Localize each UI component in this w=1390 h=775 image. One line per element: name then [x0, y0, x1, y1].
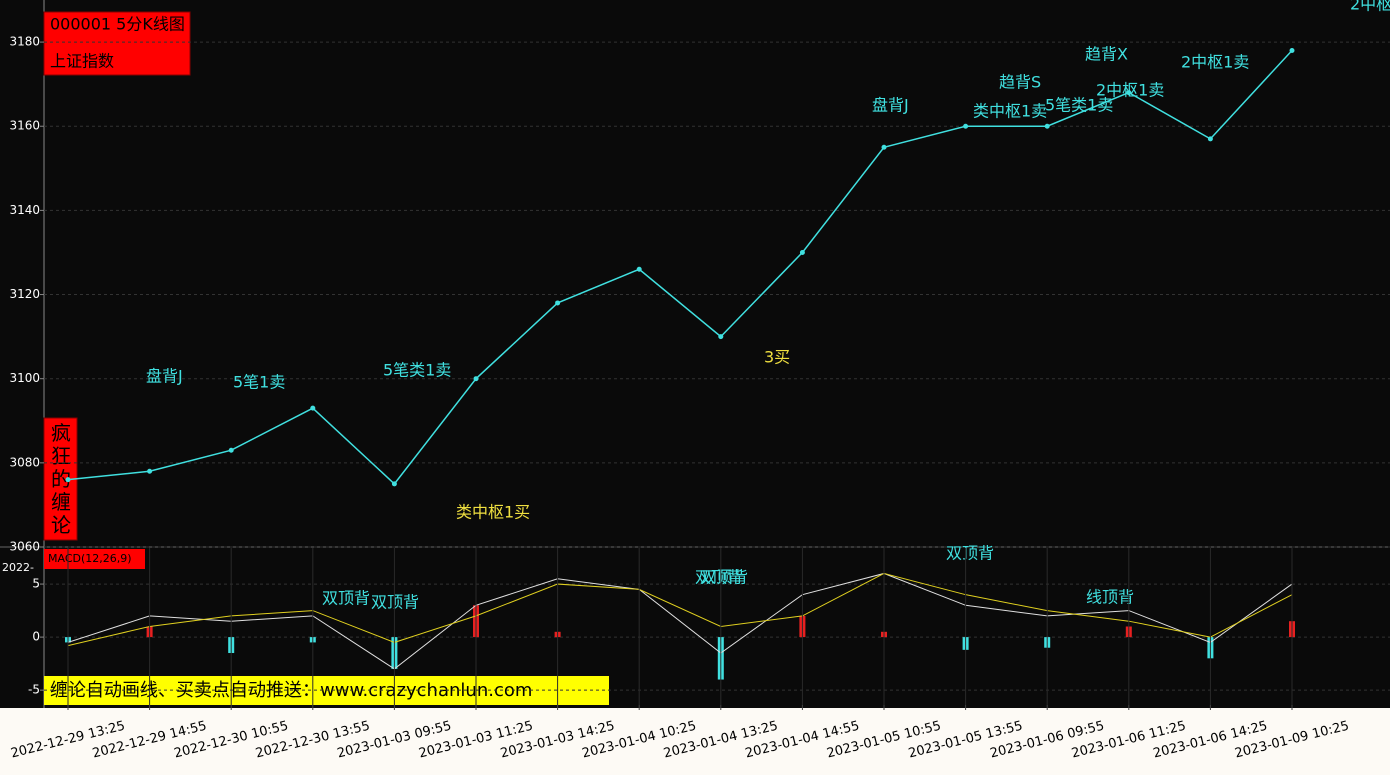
title-box — [43, 11, 191, 76]
annotation: 类中枢1卖 — [973, 102, 1047, 121]
y-tick-label: 0 — [32, 630, 40, 644]
brand: 疯狂的缠论 — [51, 421, 71, 537]
price-point — [310, 405, 316, 411]
axis-background — [0, 708, 1390, 775]
price-point — [1126, 90, 1132, 96]
annotation: 5笔1卖 — [233, 373, 285, 392]
price-point — [1044, 123, 1050, 129]
price-point — [65, 477, 71, 483]
y-tick-label: 5 — [32, 577, 40, 591]
price-line — [67, 49, 1293, 485]
y-tick-label: 3080 — [9, 455, 40, 469]
date-fragment: 2022- — [2, 561, 34, 574]
price-point — [1289, 47, 1295, 53]
macd-title: MACD(12,26,9) — [48, 552, 132, 565]
annotation: 3买 — [764, 348, 790, 367]
price-point — [636, 266, 642, 272]
price-point — [473, 376, 479, 382]
price-point — [881, 144, 887, 150]
macd-line — [67, 572, 1293, 647]
annotation: 2中枢1卖 — [1350, 0, 1390, 14]
y-tick-label: 3180 — [9, 35, 40, 49]
y-tick-label: -5 — [28, 683, 40, 697]
chart-title: 000001 5分K线图 — [50, 15, 185, 34]
price-point — [718, 334, 724, 340]
price-point — [555, 300, 561, 306]
chart-background — [0, 0, 1390, 708]
chart-subtitle: 上证指数 — [50, 52, 114, 71]
annotation: 类中枢1买 — [456, 503, 530, 522]
y-tick-label: 3140 — [9, 203, 40, 217]
annotation: 双顶背 — [695, 568, 743, 587]
annotation: 双顶背 — [700, 568, 748, 587]
annotation: 2中枢1卖 — [1096, 81, 1164, 100]
y-tick-label: 3100 — [9, 371, 40, 385]
annotation: 5笔类1卖 — [383, 361, 451, 380]
price-point — [799, 249, 805, 255]
price-point — [147, 468, 153, 474]
price-point — [1207, 136, 1213, 142]
y-tick-label: 3160 — [9, 119, 40, 133]
annotation: 趋背S — [999, 73, 1041, 92]
annotation: 双顶背 — [322, 589, 370, 608]
annotation: 双顶背 — [946, 544, 994, 563]
annotation: 线顶背 — [1086, 588, 1134, 607]
y-tick-label: 3060 — [9, 540, 40, 554]
annotation: 盘背J — [872, 96, 909, 115]
macd-title-box — [44, 549, 145, 569]
annotation: 双顶背 — [371, 593, 419, 612]
price-point — [963, 123, 969, 129]
annotation: 趋背X — [1085, 45, 1128, 64]
annotation: 盘背J — [146, 367, 183, 386]
annotation: 2中枢1卖 — [1181, 53, 1249, 72]
y-tick-label: 3120 — [9, 287, 40, 301]
annotation: 5笔类1卖 — [1045, 96, 1113, 115]
macd-line — [67, 572, 1293, 670]
price-point — [391, 481, 397, 487]
price-point — [228, 447, 234, 453]
